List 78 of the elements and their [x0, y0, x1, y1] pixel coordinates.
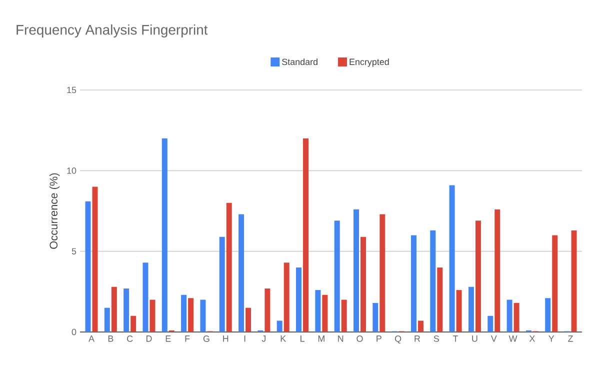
x-tick-label: W: [508, 336, 518, 342]
x-tick-label: S: [434, 336, 439, 342]
bar: [124, 288, 130, 332]
x-tick-label: D: [146, 336, 152, 342]
bar: [85, 201, 91, 332]
x-tick-label: M: [318, 336, 324, 342]
bar: [468, 286, 474, 332]
bar: [130, 316, 136, 332]
y-axis-title: Occurrence (%): [49, 173, 60, 249]
bar: [410, 235, 416, 332]
bar: [284, 262, 290, 332]
x-tick-label: V: [490, 336, 497, 342]
x-tick-label: N: [338, 336, 344, 342]
bar: [372, 302, 378, 332]
bar: [162, 138, 168, 332]
bar: [219, 236, 225, 332]
x-tick-label: U: [472, 336, 478, 342]
bar: [552, 235, 558, 332]
x-tick-label: T: [453, 336, 458, 342]
bar: [296, 267, 302, 332]
y-tick-label: 15: [67, 86, 76, 94]
bar: [380, 214, 386, 332]
bar: [188, 298, 194, 332]
bar: [322, 294, 328, 332]
bar: [514, 302, 520, 332]
bar: [360, 236, 366, 332]
x-tick-label: R: [414, 336, 420, 342]
bar: [545, 298, 551, 332]
bar: [104, 308, 110, 332]
x-tick-label: J: [262, 336, 266, 342]
bar: [315, 290, 321, 332]
y-tick-label: 5: [72, 248, 76, 254]
legend-label: Standard: [282, 58, 318, 66]
bar: [92, 186, 98, 332]
bar: [430, 230, 436, 332]
x-tick-label: Y: [548, 336, 554, 342]
bar: [437, 267, 443, 332]
bar: [246, 308, 252, 332]
x-tick-label: H: [223, 336, 228, 342]
bar: [449, 185, 455, 332]
bar: [276, 320, 282, 332]
bar: [334, 220, 340, 332]
x-tick-label: A: [88, 336, 94, 342]
x-tick-label: B: [108, 336, 114, 342]
x-tick-label: X: [529, 336, 535, 342]
bar: [506, 300, 512, 332]
x-tick-label: Z: [568, 336, 573, 342]
x-tick-label: L: [300, 336, 304, 342]
x-tick-label: G: [203, 336, 210, 342]
bar: [226, 202, 232, 332]
bar: [488, 316, 494, 332]
x-tick-label: I: [244, 336, 246, 342]
x-tick-label: O: [356, 336, 363, 342]
y-tick-label: 0: [72, 328, 76, 336]
chart-title: Frequency Analysis Fingerprint: [16, 24, 208, 38]
bar: [456, 290, 462, 332]
bar: [475, 220, 481, 332]
x-tick-label: Q: [395, 336, 402, 344]
bar: [303, 138, 309, 332]
bar: [238, 214, 244, 332]
bar: [418, 320, 424, 332]
bar: [111, 286, 117, 332]
bar: [571, 230, 577, 332]
x-tick-label: E: [166, 336, 171, 342]
bar: [264, 288, 270, 332]
bar: [494, 209, 500, 332]
x-tick-label: C: [127, 336, 133, 342]
y-tick-label: 10: [67, 167, 76, 174]
bar: [200, 300, 206, 332]
bar: [142, 262, 148, 332]
bar: [353, 209, 359, 332]
legend-label: Encrypted: [350, 58, 389, 67]
bar: [150, 300, 156, 332]
bar: [341, 300, 347, 332]
x-tick-label: F: [185, 336, 190, 342]
x-tick-label: P: [376, 336, 382, 342]
bar: [181, 294, 187, 332]
x-tick-label: K: [280, 336, 286, 342]
